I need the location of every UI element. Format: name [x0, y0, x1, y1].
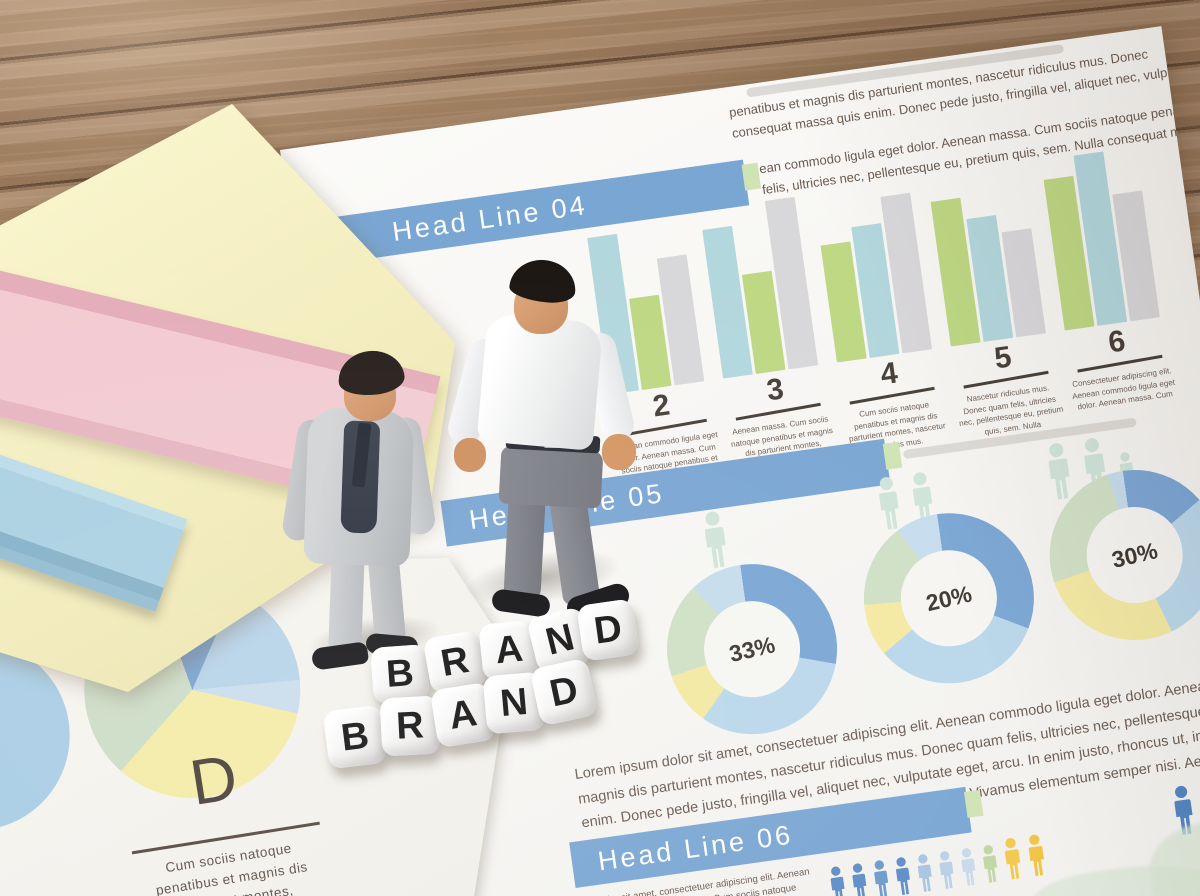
bar-group — [699, 196, 819, 379]
figurine-hand — [454, 438, 486, 472]
letter-die: D — [529, 657, 599, 727]
figurine-hips — [498, 445, 604, 509]
banner-end-accent — [882, 441, 903, 470]
figurine-shoe — [490, 588, 552, 618]
pie-caption: Cum sociis natoque penatibus et magnis d… — [111, 830, 353, 896]
letter-die: B — [322, 704, 388, 770]
donut-label: 20% — [923, 579, 975, 616]
figurine-leg — [503, 497, 546, 599]
item-caption: Consectetuer adipiscing elit. Aenean com… — [1071, 366, 1176, 412]
figurine-businessman-suit — [278, 345, 438, 675]
map-graphic — [1143, 814, 1200, 896]
bar-group — [930, 189, 1046, 347]
bar-group — [815, 192, 933, 363]
numbered-item: 5 Nascetur ridiculus mus. Donec quam fel… — [946, 336, 1068, 442]
person-icon — [696, 506, 735, 574]
person-icon — [1022, 830, 1050, 881]
figurine-hand — [602, 434, 636, 470]
donut-chart-33: 33% — [656, 553, 849, 746]
numbered-item: 6 Consectetuer adipiscing elit. Aenean c… — [1060, 320, 1180, 414]
banner-end-accent — [964, 789, 984, 818]
donut-chart-20: 20% — [852, 502, 1045, 695]
bar-group — [1041, 147, 1160, 331]
figurine-leg — [328, 550, 365, 652]
figurine-torso — [303, 407, 415, 567]
donut-label: 33% — [726, 630, 778, 667]
figurine-shoe — [310, 641, 370, 671]
letter-die: D — [576, 598, 640, 662]
donut-chart-30: 30% — [1038, 458, 1200, 651]
letter-die: B — [370, 644, 430, 704]
figurine-businessman-shirt — [444, 256, 638, 626]
person-icon-group-1 — [696, 506, 735, 574]
